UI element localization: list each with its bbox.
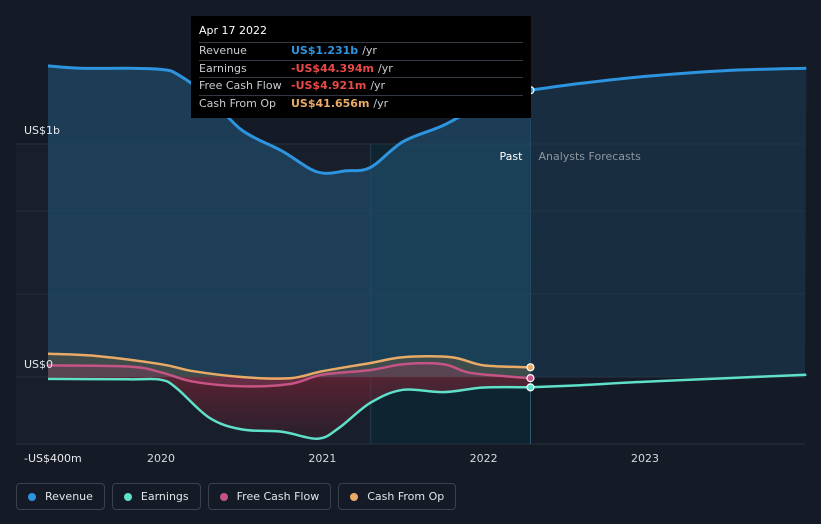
free-cash-flow-marker: [526, 374, 535, 383]
legend-dot-icon: [28, 492, 36, 501]
tooltip-label: Free Cash Flow: [199, 79, 282, 92]
tooltip-row-free-cash-flow: Free Cash Flow -US$4.921m /yr: [199, 77, 523, 95]
tooltip-value: -US$4.921m: [291, 79, 367, 92]
cash-from-op-line: [47, 352, 531, 380]
earnings-marker: [526, 383, 535, 392]
x-tick-label: 2020: [147, 452, 175, 465]
free-cash-flow-area: [48, 363, 531, 387]
tooltip: Apr 17 2022 Revenue US$1.231b /yr Earnin…: [191, 16, 531, 118]
legend-dot-icon: [123, 492, 132, 501]
tooltip-row-revenue: Revenue US$1.231b /yr: [199, 42, 523, 60]
legend-label: Revenue: [45, 490, 93, 503]
x-tick-label: 2023: [631, 452, 659, 465]
cash-from-op-area: [48, 353, 531, 379]
legend-item-free-cash-flow[interactable]: Free Cash Flow: [207, 483, 332, 510]
tooltip-row-cash-from-op: Cash From Op US$41.656m /yr: [199, 94, 523, 113]
tooltip-unit: /yr: [377, 61, 393, 75]
free-cash-flow-line: [47, 362, 531, 388]
revenue-forecast-line: [530, 66, 807, 92]
legend-label: Free Cash Flow: [236, 490, 320, 503]
legend-item-earnings[interactable]: Earnings: [111, 483, 201, 510]
revenue-area: [48, 65, 531, 378]
y-tick-label: -US$400m: [24, 452, 82, 465]
y-tick-label: US$0: [24, 358, 53, 371]
past-label: Past: [500, 150, 524, 163]
earnings-forecast-line: [530, 373, 807, 389]
legend-dot-icon: [219, 492, 228, 501]
legend: Revenue Earnings Free Cash Flow Cash Fro…: [16, 483, 457, 512]
earnings-area: [48, 377, 531, 439]
y-tick-label: US$1b: [24, 124, 60, 137]
tooltip-unit: /yr: [362, 44, 377, 57]
cash-from-op-marker: [526, 363, 535, 372]
x-tick-label: 2022: [470, 452, 498, 465]
revenue-forecast-area: [530, 68, 807, 378]
revenue-line: [47, 64, 531, 175]
legend-item-revenue[interactable]: Revenue: [16, 483, 105, 510]
tooltip-label: Revenue: [199, 44, 247, 57]
forecast-label: Analysts Forecasts: [538, 150, 641, 163]
tooltip-value: US$1.231b: [291, 44, 359, 57]
legend-label: Earnings: [140, 490, 189, 503]
earnings-line: [47, 377, 531, 440]
tooltip-date: Apr 17 2022: [199, 24, 268, 37]
tooltip-label: Cash From Op: [199, 96, 277, 110]
tooltip-label: Earnings: [199, 61, 247, 75]
tooltip-unit: /yr: [373, 96, 389, 110]
legend-item-cash-from-op[interactable]: Cash From Op: [338, 483, 457, 510]
tooltip-value: -US$44.394m: [291, 61, 374, 75]
tooltip-unit: /yr: [370, 79, 386, 92]
legend-dot-icon: [350, 492, 359, 501]
tooltip-value: US$41.656m: [291, 96, 370, 110]
x-tick-label: 2021: [308, 452, 336, 465]
legend-label: Cash From Op: [367, 490, 445, 503]
tooltip-row-earnings: Earnings -US$44.394m /yr: [199, 59, 523, 78]
